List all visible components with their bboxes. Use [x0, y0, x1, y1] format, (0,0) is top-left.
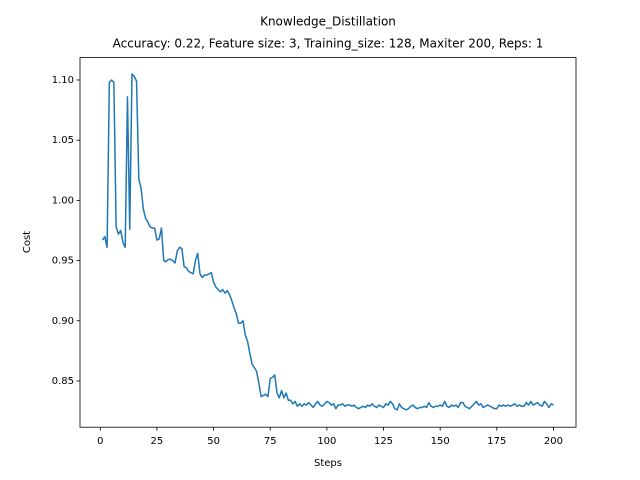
- y-tick-label: 0.85: [52, 376, 74, 387]
- x-tick-label: 150: [431, 436, 450, 447]
- y-tick-label: 0.95: [52, 256, 74, 267]
- x-tick-label: 25: [151, 436, 164, 447]
- y-tick-label: 0.90: [52, 316, 74, 327]
- x-tick-label: 0: [97, 436, 103, 447]
- x-tick-label: 50: [207, 436, 220, 447]
- y-axis-label: Cost: [22, 231, 33, 253]
- line: [101, 73, 554, 411]
- y-tick-label: 1.00: [52, 195, 74, 206]
- y-tick-label: 1.10: [52, 75, 74, 86]
- x-tick-label: 175: [487, 436, 506, 447]
- x-tick-label: 125: [374, 436, 393, 447]
- chart-subtitle: Accuracy: 0.22, Feature size: 3, Trainin…: [113, 37, 544, 51]
- y-tick-label: 1.05: [52, 135, 74, 146]
- x-tick-label: 200: [544, 436, 563, 447]
- x-tick-label: 75: [264, 436, 277, 447]
- plot-frame: [79, 57, 577, 428]
- x-axis-label: Steps: [314, 458, 342, 469]
- x-tick-label: 100: [317, 436, 336, 447]
- chart-title: Knowledge_Distillation: [260, 15, 396, 29]
